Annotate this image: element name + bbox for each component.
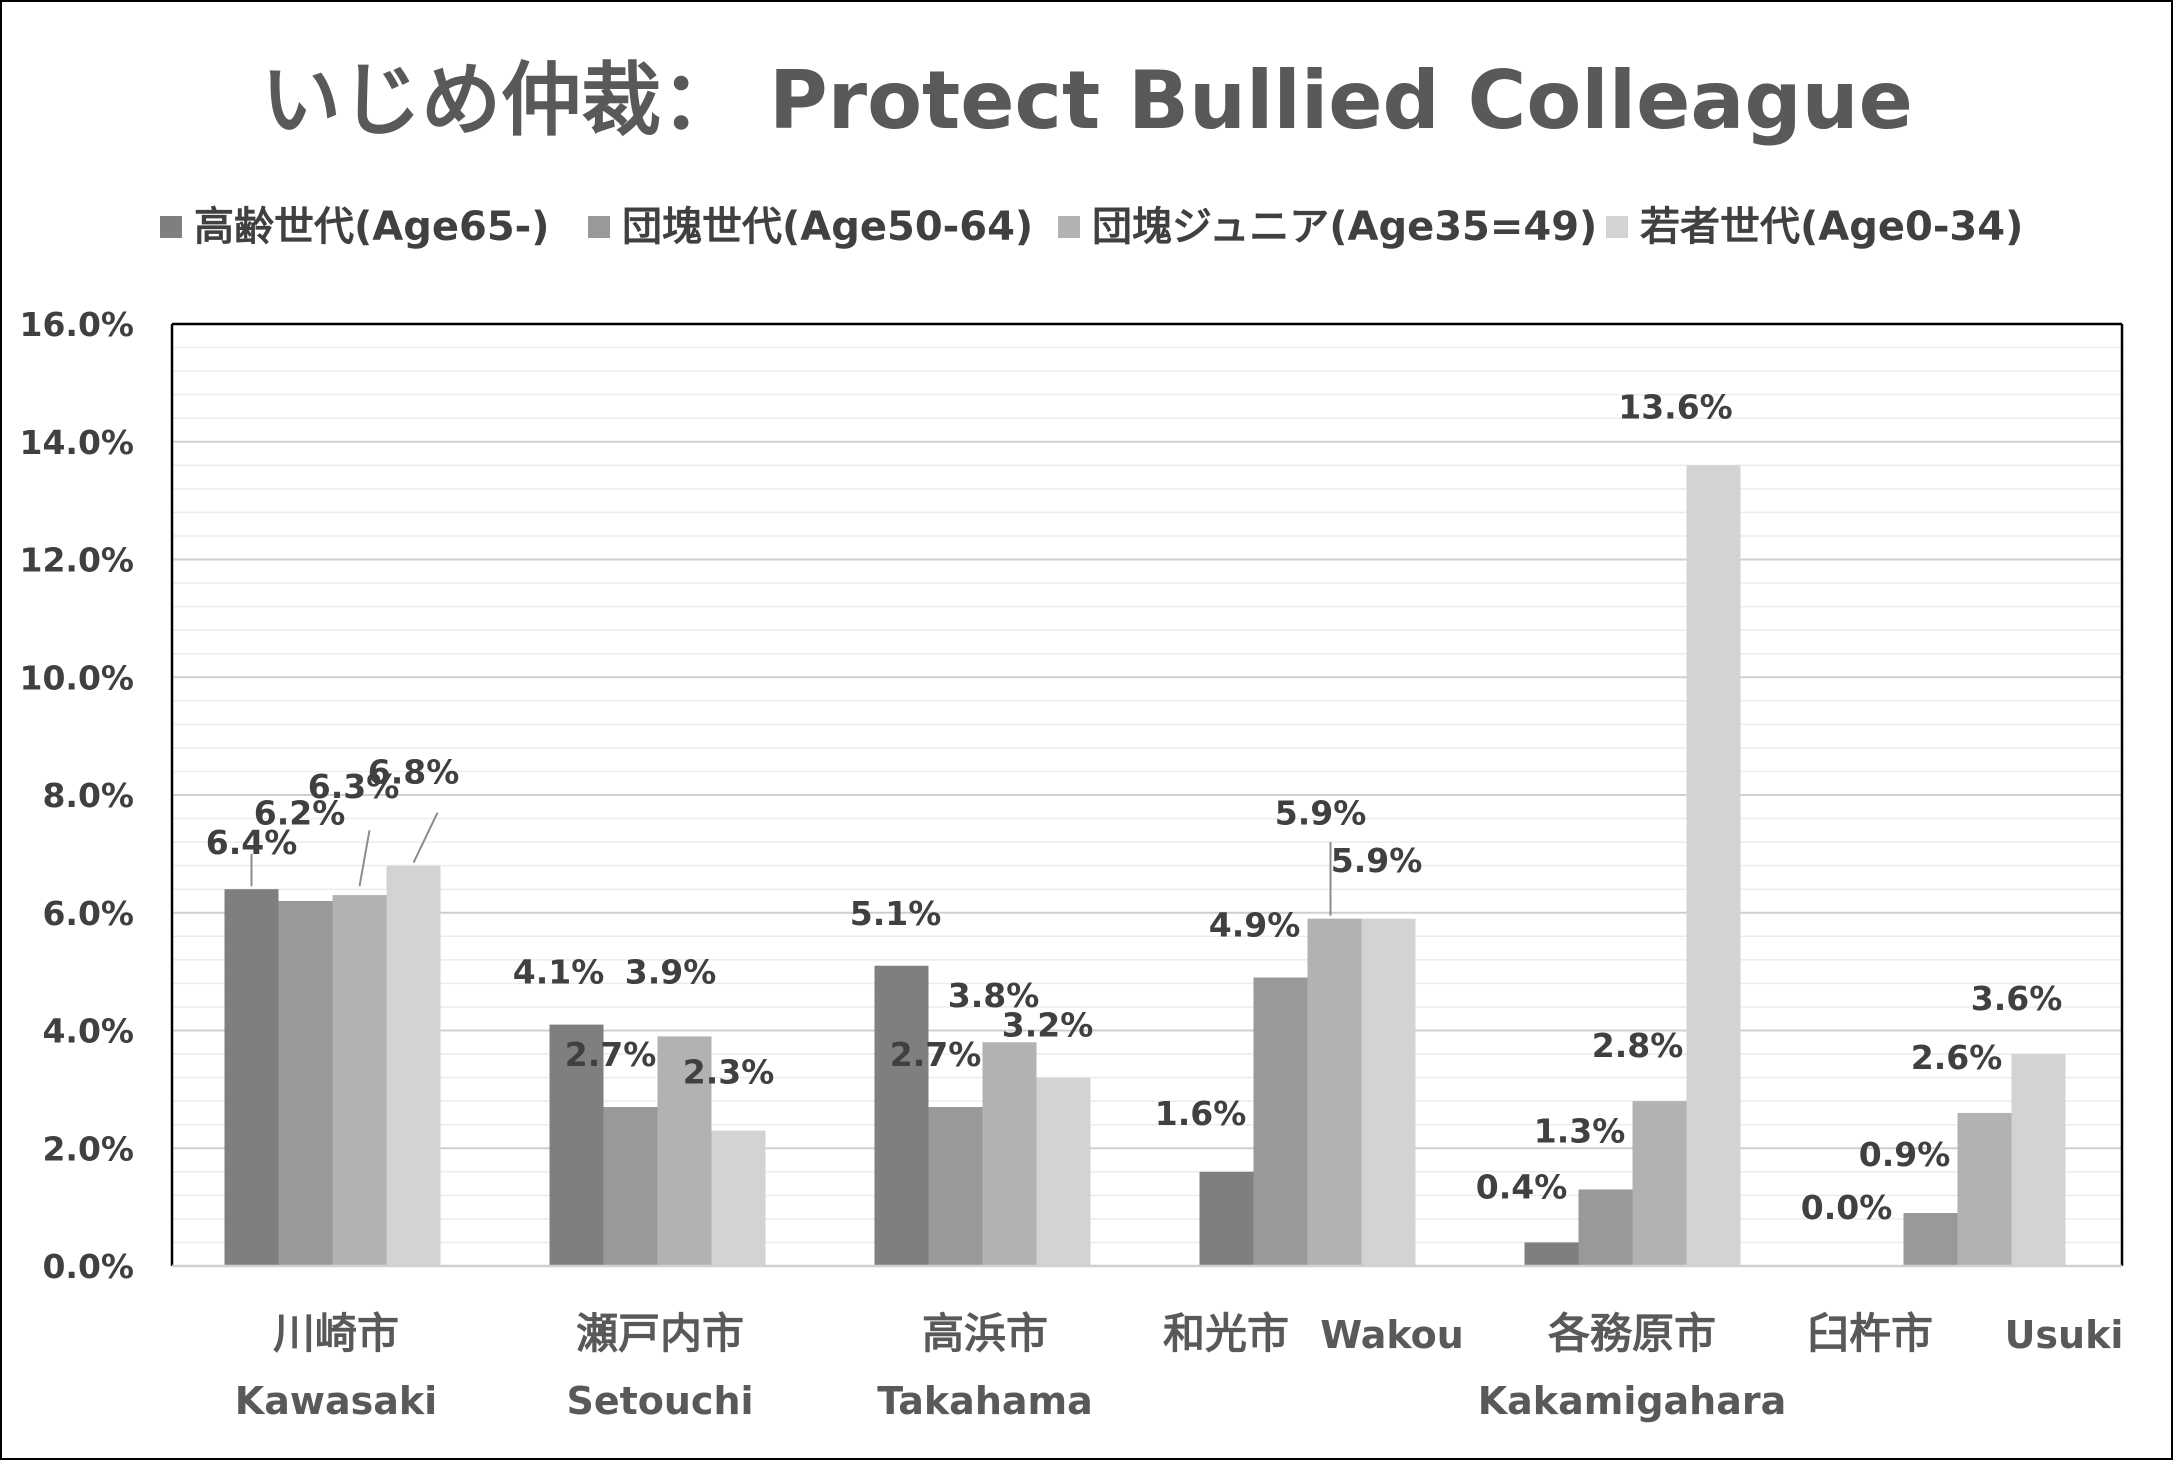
category-label-en-2: Setouchi — [566, 1379, 753, 1423]
category-label-en-3: Takahama — [877, 1379, 1093, 1423]
data-label-2-4: 4.9% — [1209, 906, 1301, 945]
category-label-jp-3: 高浜市 — [922, 1309, 1048, 1358]
category-label-jp-2: 瀬戸内市 — [576, 1309, 744, 1358]
legend-label-1: 高齢世代(Age65-) — [194, 204, 550, 250]
y-tick-label: 0.0% — [42, 1247, 134, 1286]
chart-title: いじめ仲裁： Protect Bullied Colleague — [261, 54, 1913, 147]
data-label-1-4: 1.6% — [1155, 1094, 1247, 1133]
category-label-jp-4: 和光市 — [1163, 1309, 1289, 1358]
y-tick-label: 6.0% — [42, 894, 134, 933]
data-label-2-5: 1.3% — [1534, 1112, 1626, 1151]
data-label-2-2: 2.7% — [565, 1035, 657, 1074]
bar-3-5 — [1632, 1101, 1687, 1266]
category-label-en-5: Kakamigahara — [1478, 1379, 1787, 1423]
legend-swatch-3 — [1058, 216, 1080, 238]
data-label-2-1: 6.2% — [254, 794, 346, 833]
bar-2-5 — [1578, 1189, 1633, 1266]
bar-1-2 — [549, 1024, 604, 1266]
data-label-4-1: 6.8% — [368, 752, 460, 791]
data-label-3-6: 2.6% — [1911, 1038, 2003, 1077]
y-tick-label: 8.0% — [42, 776, 134, 815]
leader-line — [412, 812, 439, 864]
bar-2-3 — [928, 1107, 983, 1266]
y-tick-label: 12.0% — [20, 541, 135, 580]
bar-4-2 — [711, 1130, 766, 1266]
category-label-en-1: Kawasaki — [235, 1379, 437, 1423]
legend-label-4: 若者世代(Age0-34) — [1640, 204, 2023, 250]
bar-2-4 — [1253, 977, 1308, 1266]
bar-2-2 — [603, 1107, 658, 1266]
data-label-3-5: 2.8% — [1592, 1026, 1684, 1065]
y-tick-label: 10.0% — [20, 658, 135, 697]
bar-3-6 — [1957, 1112, 2012, 1266]
y-tick-label: 4.0% — [42, 1012, 134, 1051]
data-label-1-2: 4.1% — [513, 953, 605, 992]
bar-3-3 — [982, 1042, 1037, 1266]
bar-2-1 — [278, 900, 333, 1266]
y-tick-label: 14.0% — [20, 423, 135, 462]
bar-1-4 — [1199, 1171, 1254, 1266]
data-label-2-3: 2.7% — [890, 1035, 982, 1074]
bar-4-4 — [1361, 918, 1416, 1266]
legend-label-3: 団塊ジュニア(Age35=49) — [1092, 204, 1597, 250]
bar-3-2 — [657, 1036, 712, 1266]
bar-4-6 — [2011, 1054, 2066, 1266]
y-tick-label: 16.0% — [20, 305, 135, 344]
data-label-1-3: 5.1% — [850, 894, 942, 933]
bar-3-4 — [1307, 918, 1362, 1266]
data-label-4-4: 5.9% — [1331, 841, 1423, 880]
bar-4-3 — [1036, 1077, 1091, 1266]
legend-swatch-4 — [1606, 216, 1628, 238]
data-label-1-6: 0.0% — [1801, 1188, 1893, 1227]
bar-4-5 — [1686, 465, 1741, 1266]
data-label-3-2: 3.9% — [625, 953, 717, 992]
bar-1-1 — [224, 889, 279, 1266]
data-label-3-4: 5.9% — [1275, 794, 1367, 833]
legend-swatch-1 — [160, 216, 182, 238]
data-label-4-5: 13.6% — [1618, 387, 1733, 426]
data-label-2-6: 0.9% — [1859, 1135, 1951, 1174]
data-label-4-2: 2.3% — [683, 1053, 775, 1092]
legend-label-2: 団塊世代(Age50-64) — [622, 204, 1033, 250]
bar-3-1 — [332, 895, 387, 1266]
bar-1-3 — [874, 965, 929, 1266]
data-label-3-1: 6.3% — [308, 767, 400, 806]
data-label-1-5: 0.4% — [1476, 1168, 1568, 1207]
data-label-3-3: 3.8% — [948, 976, 1040, 1015]
data-label-4-3: 3.2% — [1002, 1006, 1094, 1045]
bar-4-1 — [386, 865, 441, 1266]
bar-2-6 — [1903, 1213, 1958, 1266]
data-label-4-6: 3.6% — [1971, 979, 2063, 1018]
category-label-en-6: Usuki — [2005, 1313, 2124, 1357]
leader-line — [358, 830, 371, 887]
legend-swatch-2 — [588, 216, 610, 238]
bar-1-5 — [1524, 1242, 1579, 1266]
category-label-jp-5: 各務原市 — [1548, 1309, 1716, 1358]
category-label-en-4: Wakou — [1320, 1313, 1464, 1357]
y-tick-label: 2.0% — [42, 1129, 134, 1168]
category-label-jp-6: 臼杵市 — [1807, 1309, 1933, 1358]
category-label-jp-1: 川崎市 — [273, 1309, 399, 1358]
